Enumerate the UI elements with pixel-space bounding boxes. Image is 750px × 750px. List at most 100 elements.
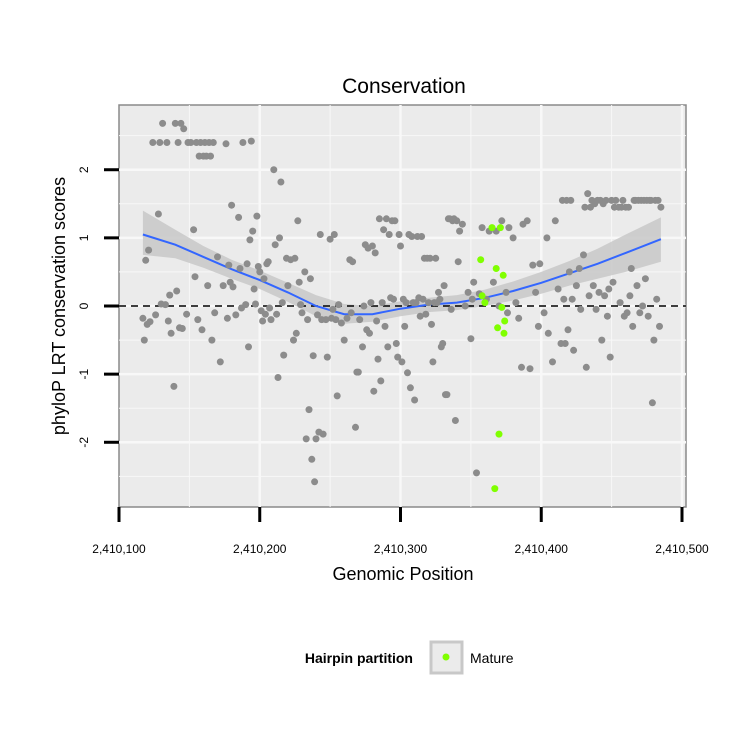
other-point bbox=[406, 384, 414, 392]
other-point bbox=[161, 301, 169, 309]
other-point bbox=[316, 231, 324, 238]
other-point bbox=[540, 309, 548, 317]
other-point bbox=[330, 231, 338, 238]
other-point bbox=[551, 217, 559, 225]
other-point bbox=[644, 312, 652, 320]
other-point bbox=[440, 282, 448, 290]
other-point bbox=[653, 295, 661, 303]
other-point bbox=[589, 282, 597, 290]
other-point bbox=[204, 282, 212, 290]
other-point bbox=[340, 336, 348, 344]
other-point bbox=[626, 292, 634, 300]
mature-point bbox=[491, 485, 499, 493]
other-point bbox=[228, 201, 236, 209]
other-point bbox=[140, 336, 148, 344]
confidence-band bbox=[142, 210, 661, 324]
other-point bbox=[180, 125, 188, 133]
y-tick-label: 2 bbox=[77, 166, 91, 173]
mature-point bbox=[500, 329, 508, 337]
other-point bbox=[274, 374, 282, 381]
other-point bbox=[301, 268, 309, 276]
other-point bbox=[627, 265, 635, 272]
other-point bbox=[505, 224, 513, 232]
other-point bbox=[337, 319, 345, 327]
mature-point bbox=[498, 303, 506, 311]
y-axis-title: phyloP LRT conservation scores bbox=[49, 177, 69, 435]
other-point bbox=[498, 217, 506, 225]
other-point bbox=[581, 203, 589, 211]
other-point bbox=[216, 358, 224, 366]
other-point bbox=[326, 235, 334, 243]
other-point bbox=[291, 254, 299, 262]
mature-point bbox=[499, 271, 507, 279]
other-point bbox=[219, 282, 227, 290]
other-point bbox=[453, 217, 461, 225]
other-point bbox=[391, 217, 399, 225]
other-point bbox=[374, 355, 382, 363]
other-point bbox=[416, 312, 424, 320]
other-point bbox=[356, 316, 364, 324]
other-point bbox=[436, 295, 444, 303]
other-point bbox=[650, 336, 658, 344]
other-point bbox=[322, 316, 330, 324]
other-point bbox=[302, 435, 310, 443]
other-point bbox=[267, 316, 275, 324]
other-point bbox=[601, 292, 609, 300]
other-point bbox=[623, 309, 631, 317]
other-point bbox=[582, 363, 590, 371]
other-point bbox=[235, 213, 243, 221]
other-point bbox=[395, 231, 403, 238]
other-point bbox=[435, 288, 442, 296]
other-point bbox=[223, 314, 231, 322]
other-point bbox=[145, 246, 153, 254]
other-point bbox=[639, 302, 647, 310]
other-point bbox=[432, 254, 440, 262]
y-tick-label: 1 bbox=[77, 234, 91, 241]
other-point bbox=[154, 210, 162, 218]
y-tick-label: 0 bbox=[77, 302, 91, 309]
other-point bbox=[504, 309, 511, 317]
other-point bbox=[429, 358, 437, 366]
other-point bbox=[333, 392, 341, 400]
other-point bbox=[242, 301, 250, 309]
other-point bbox=[394, 353, 402, 361]
other-point bbox=[304, 316, 312, 324]
other-point bbox=[190, 226, 198, 234]
other-point bbox=[536, 260, 544, 268]
legend-key-mature-point bbox=[442, 653, 450, 661]
other-point bbox=[183, 310, 191, 318]
other-point bbox=[401, 322, 409, 330]
other-point bbox=[246, 236, 254, 244]
other-point bbox=[239, 139, 247, 146]
other-point bbox=[187, 139, 195, 146]
other-point bbox=[577, 305, 585, 313]
other-point bbox=[385, 231, 393, 238]
other-point bbox=[408, 233, 416, 240]
mature-point bbox=[481, 299, 489, 307]
y-tick-label: -2 bbox=[77, 437, 91, 448]
other-point bbox=[254, 263, 262, 270]
other-point bbox=[306, 275, 314, 283]
other-point bbox=[366, 329, 373, 337]
other-point bbox=[294, 217, 302, 225]
other-point bbox=[198, 326, 206, 334]
other-point bbox=[312, 435, 320, 443]
other-point bbox=[404, 369, 411, 377]
other-point bbox=[191, 273, 199, 281]
other-point bbox=[419, 295, 427, 303]
mature-point bbox=[496, 224, 504, 232]
other-point bbox=[595, 288, 603, 296]
other-point bbox=[458, 220, 466, 228]
other-point bbox=[247, 137, 255, 145]
x-tick-label: 2,410,500 bbox=[655, 542, 709, 556]
other-point bbox=[207, 152, 214, 160]
other-point bbox=[373, 317, 381, 325]
other-point bbox=[447, 305, 455, 313]
other-point bbox=[295, 278, 303, 286]
other-point bbox=[543, 234, 551, 242]
other-point bbox=[343, 314, 351, 322]
other-point bbox=[359, 343, 366, 351]
other-point bbox=[592, 305, 600, 313]
other-point bbox=[209, 139, 217, 146]
